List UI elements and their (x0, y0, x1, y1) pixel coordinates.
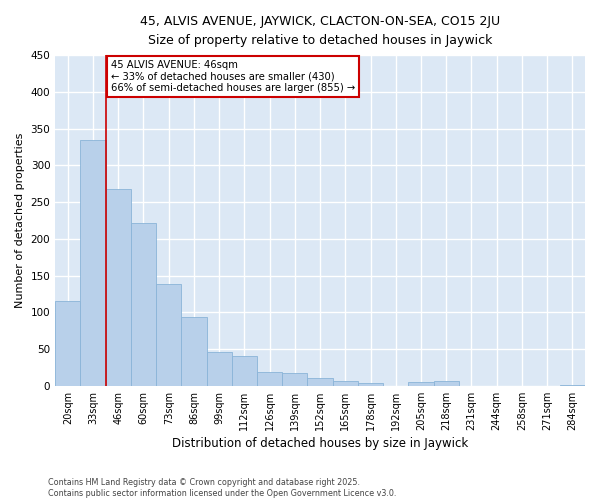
Bar (106, 189, 131, 386)
Y-axis label: Number of detached properties: Number of detached properties (15, 133, 25, 308)
Text: Contains HM Land Registry data © Crown copyright and database right 2025.
Contai: Contains HM Land Registry data © Crown c… (48, 478, 397, 498)
Bar (358, 383, 383, 386)
Bar (257, 372, 282, 386)
Bar (232, 356, 257, 386)
Bar (206, 352, 232, 386)
X-axis label: Distribution of detached houses by size in Jaywick: Distribution of detached houses by size … (172, 437, 468, 450)
Bar (409, 382, 434, 386)
Bar (181, 318, 206, 386)
Bar (80, 140, 106, 386)
Title: 45, ALVIS AVENUE, JAYWICK, CLACTON-ON-SEA, CO15 2JU
Size of property relative to: 45, ALVIS AVENUE, JAYWICK, CLACTON-ON-SE… (140, 15, 500, 47)
Bar (332, 382, 358, 386)
Bar (307, 378, 332, 386)
Text: 45 ALVIS AVENUE: 46sqm
← 33% of detached houses are smaller (430)
66% of semi-de: 45 ALVIS AVENUE: 46sqm ← 33% of detached… (110, 60, 355, 94)
Bar (55, 300, 80, 386)
Bar (560, 385, 585, 386)
Bar (434, 382, 459, 386)
Bar (131, 222, 156, 386)
Bar (156, 284, 181, 386)
Bar (282, 372, 307, 386)
